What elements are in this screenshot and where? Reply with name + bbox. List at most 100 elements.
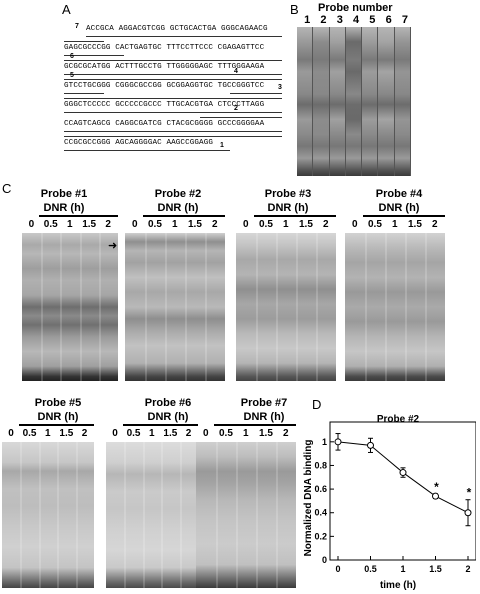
panel-label-a: A — [62, 2, 71, 17]
probe-underline — [230, 93, 282, 94]
lane-separator — [124, 442, 127, 588]
probe-underline — [64, 55, 124, 56]
probe-underline — [64, 131, 282, 132]
treatment-label: DNR (h) — [267, 202, 309, 214]
probe-gel-title: Probe #2 — [154, 188, 202, 200]
time-point-label: 0.5 — [43, 219, 58, 230]
probe-marker: 6 — [70, 53, 74, 60]
time-point-label: 0 — [203, 428, 209, 439]
probe-lane-number: 5 — [369, 14, 376, 26]
time-point-label: 2 — [81, 428, 88, 439]
probe-marker: 1 — [220, 142, 224, 149]
lane-separator — [216, 442, 218, 588]
sequence-line: GCGCGCATGG ACTTTGCCTG TTGGGGGAGC TTTGGGA… — [64, 63, 265, 71]
time-point-label: 1.5 — [408, 219, 422, 230]
probe-marker: 2 — [234, 105, 238, 112]
probe-underline — [64, 74, 282, 75]
data-point — [399, 469, 407, 477]
time-point-label: 1 — [67, 219, 73, 230]
chart-title: Probe #2 — [377, 414, 420, 425]
probe-underline — [200, 117, 282, 118]
y-tick-label: 0.2 — [314, 531, 327, 541]
probe-gel-title: Probe #3 — [264, 188, 312, 200]
band-arrow-icon: ➜ — [108, 240, 118, 252]
time-point-label: 2 — [323, 219, 329, 230]
treatment-bar — [18, 424, 94, 426]
panel-label-b: B — [290, 2, 299, 17]
treatment-bar — [254, 215, 336, 217]
y-tick-label: 0.4 — [314, 508, 327, 518]
lane-separator — [425, 233, 427, 381]
time-point-label: 0 — [132, 219, 138, 230]
sequence-line: CCAGTCAGCG CAGGCGATCG CTACGCGGGG GCCCGGG… — [64, 120, 265, 128]
time-point-label: 0.5 — [148, 219, 162, 230]
lane-separator — [98, 233, 101, 381]
time-point-label: 2 — [212, 219, 218, 230]
x-tick-label: 0 — [335, 564, 340, 574]
probe-gel-lane — [313, 27, 330, 176]
probe-underline — [64, 112, 282, 113]
time-point-label: 0 — [28, 219, 35, 230]
time-point-label: 1 — [149, 428, 155, 439]
time-course-gel — [125, 233, 225, 381]
probe-gel-lane — [345, 27, 363, 176]
probe-underline — [64, 93, 104, 94]
probe-underline — [86, 36, 282, 37]
panel-label-d: D — [312, 397, 322, 412]
time-point-label: 1.5 — [259, 428, 273, 439]
lane-separator — [405, 233, 407, 381]
probe-underline — [64, 79, 282, 80]
probe-gel-lane — [329, 27, 346, 176]
probe-marker: 3 — [278, 84, 282, 91]
plot-frame — [329, 421, 476, 561]
time-point-label: 1 — [45, 428, 51, 439]
treatment-bar — [122, 424, 198, 426]
probe-gel-title: Probe #6 — [144, 397, 192, 409]
x-tick-label: 0.5 — [364, 564, 377, 574]
treatment-bar — [143, 215, 225, 217]
probe-gel-lane — [362, 27, 379, 176]
time-point-label: 1.5 — [299, 219, 313, 230]
treatment-label: DNR (h) — [243, 411, 285, 423]
x-axis-label: time (h) — [380, 580, 416, 590]
treatment-label: DNR (h) — [147, 411, 189, 423]
sequence-line: CCGCGCCGGG AGCAGGGGAC AAGCCGGAGG — [64, 139, 214, 147]
data-point — [432, 492, 439, 500]
sequence-line: GAGCGCCCGG CACTGAGTGC TTTCCTTCCC CGAGAGT… — [64, 44, 265, 52]
y-tick-label: 0.6 — [314, 484, 327, 494]
lane-separator — [60, 233, 63, 381]
sequence-line: GTCCTGCGGG CGGGCGCCGG GCGGAGGTGC TGCCGGG… — [64, 82, 265, 90]
lane-separator — [165, 233, 167, 381]
lane-separator — [179, 442, 182, 588]
probe-lane-number: 3 — [336, 14, 343, 26]
lane-separator — [236, 442, 238, 588]
time-point-label: 1.5 — [163, 428, 178, 439]
treatment-label: DNR (h) — [43, 202, 85, 214]
lane-separator — [185, 233, 187, 381]
lane-separator — [161, 442, 164, 588]
binding-chart: Probe #2 time (h) Normalized DNA binding… — [303, 414, 476, 590]
treatment-label: DNR (h) — [378, 202, 420, 214]
time-point-label: 0.5 — [22, 428, 37, 439]
time-point-label: 0.5 — [259, 219, 273, 230]
probe-gel-lane — [297, 27, 314, 176]
data-point — [367, 441, 374, 449]
lane-separator — [385, 233, 387, 381]
probe-underline — [64, 150, 230, 151]
time-course-gel — [2, 442, 94, 588]
time-point-label: 0.5 — [126, 428, 141, 439]
time-point-label: 1 — [243, 428, 249, 439]
probe-underline — [64, 136, 282, 137]
time-point-label: 0 — [8, 428, 14, 439]
time-point-label: 2 — [105, 219, 111, 230]
lane-separator — [79, 233, 82, 381]
probe-gel-title: Probe #4 — [375, 188, 423, 200]
lane-separator — [142, 442, 145, 588]
x-tick-label: 1 — [400, 564, 405, 574]
lane-separator — [276, 442, 278, 588]
data-point — [464, 509, 472, 517]
y-tick-label: 0 — [322, 555, 327, 565]
probe-lane-number: 6 — [385, 14, 392, 26]
x-tick-label: 1.5 — [429, 564, 442, 574]
lane-separator — [75, 442, 78, 588]
